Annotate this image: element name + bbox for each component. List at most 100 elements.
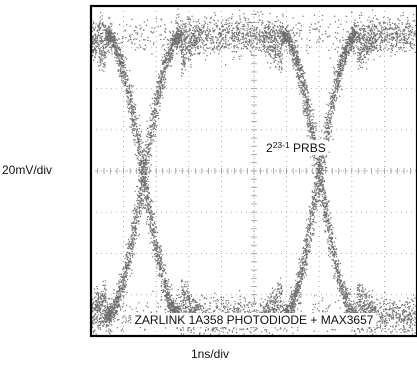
trace-sample — [140, 210, 142, 212]
trace-sample — [252, 35, 254, 38]
trace-sample — [99, 35, 101, 37]
trace-sample — [314, 23, 316, 25]
trace-sample — [233, 308, 235, 310]
trace-sample — [389, 305, 391, 307]
trace-sample — [212, 48, 214, 50]
trace-sample — [108, 328, 110, 330]
trace-sample — [128, 241, 130, 243]
trace-sample — [109, 314, 111, 316]
trace-sample — [128, 315, 130, 317]
trace-sample — [100, 314, 102, 316]
trace-sample — [184, 299, 187, 302]
trace-sample — [399, 33, 401, 35]
trace-sample — [398, 23, 400, 25]
trace-sample — [281, 305, 283, 307]
trace-sample — [145, 146, 148, 149]
trace-sample — [309, 29, 311, 31]
trace-sample — [163, 38, 165, 40]
trace-sample — [160, 25, 162, 27]
trace-sample — [386, 320, 388, 322]
trace-sample — [401, 39, 403, 41]
trace-sample — [209, 305, 211, 307]
trace-sample — [243, 45, 245, 47]
trace-sample — [193, 29, 195, 31]
trace-sample — [269, 21, 271, 24]
trace-sample — [176, 328, 178, 330]
trace-sample — [392, 309, 394, 311]
trace-sample — [160, 299, 162, 301]
trace-sample — [384, 32, 386, 34]
trace-sample — [149, 40, 151, 42]
trace-sample — [223, 305, 225, 307]
trace-sample — [326, 36, 328, 38]
trace-sample — [274, 36, 276, 38]
trace-sample — [225, 23, 228, 26]
trace-sample — [405, 301, 407, 303]
trace-sample — [167, 64, 169, 66]
trace-sample — [138, 302, 140, 304]
trace-sample — [187, 328, 189, 330]
trace-sample — [245, 34, 247, 36]
trace-sample — [186, 16, 189, 18]
trace-sample — [359, 35, 361, 37]
trace-sample — [171, 44, 173, 46]
trace-sample — [108, 27, 110, 29]
trace-sample — [210, 17, 212, 20]
trace-sample — [405, 306, 407, 308]
trace-sample — [409, 33, 411, 35]
trace-sample — [395, 316, 397, 318]
trace-sample — [339, 307, 341, 309]
trace-sample — [366, 32, 369, 34]
trace-sample — [251, 47, 253, 49]
trace-sample — [273, 24, 275, 26]
trace-sample — [351, 329, 353, 331]
trace-sample — [154, 124, 156, 126]
trace-sample — [380, 38, 383, 41]
trace-sample — [122, 316, 124, 319]
trace-sample — [127, 265, 129, 267]
trace-sample — [243, 35, 245, 37]
trace-sample — [132, 229, 134, 231]
trace-sample — [386, 28, 388, 30]
trace-sample — [359, 28, 361, 30]
trace-sample — [199, 306, 201, 308]
trace-sample — [165, 58, 167, 60]
trace-sample — [408, 31, 410, 33]
trace-sample — [178, 305, 180, 307]
trace-sample — [275, 309, 277, 311]
trace-sample — [164, 61, 166, 63]
trace-sample — [371, 29, 373, 31]
trace-sample — [97, 24, 99, 26]
trace-sample — [121, 328, 123, 330]
trace-sample — [210, 22, 212, 24]
trace-sample — [160, 90, 162, 92]
trace-sample — [312, 28, 314, 30]
trace-sample — [249, 330, 251, 333]
trace-sample — [313, 28, 315, 30]
trace-sample — [213, 30, 215, 32]
trace-sample — [182, 25, 184, 27]
trace-sample — [209, 302, 211, 304]
trace-sample — [391, 37, 393, 39]
trace-sample — [102, 317, 104, 319]
trace-sample — [260, 36, 262, 38]
trace-sample — [281, 25, 283, 27]
trace-sample — [383, 23, 385, 25]
trace-sample — [408, 42, 410, 45]
trace-sample — [238, 39, 240, 42]
trace-sample — [412, 32, 414, 34]
trace-sample — [176, 30, 179, 32]
trace-sample — [121, 41, 123, 43]
trace-sample — [109, 330, 111, 332]
trace-sample — [406, 26, 408, 28]
trace-sample — [200, 327, 202, 329]
trace-sample — [276, 329, 278, 331]
trace-sample — [106, 321, 108, 323]
trace-sample — [247, 44, 249, 46]
trace-sample — [379, 31, 381, 33]
trace-sample — [196, 309, 198, 311]
trace-sample — [184, 27, 186, 29]
trace-sample — [378, 320, 380, 322]
trace-sample — [94, 307, 96, 309]
trace-sample — [395, 28, 397, 30]
